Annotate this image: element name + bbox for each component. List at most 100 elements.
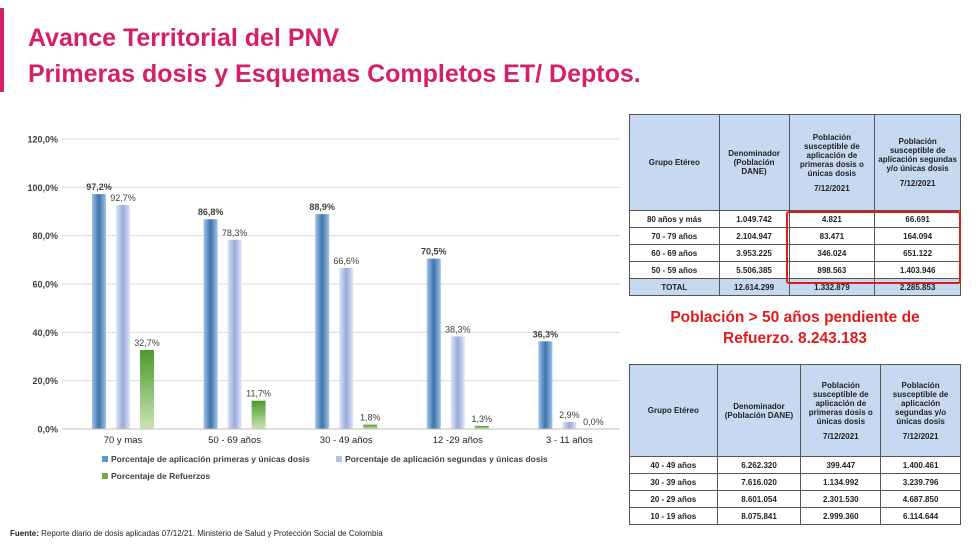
table-cell-value: 4.687.850 [880, 490, 961, 508]
table-population-over-50: Grupo Etéreo Denominador (Población DANE… [629, 114, 961, 296]
table1-header-group: Grupo Etéreo [629, 114, 720, 211]
table-cell-value: 2.301.530 [800, 490, 882, 508]
x-tick-label: 12 -29 años [433, 435, 483, 446]
table-cell-value: 6.114.644 [880, 507, 961, 525]
data-label: 92,7% [110, 193, 136, 203]
table-cell-value: 399.447 [800, 456, 882, 474]
table-row: 30 - 39 años 7.616.020 1.134.992 3.239.796 [629, 473, 961, 491]
legend-label: Porcentaje de aplicación primeras y únic… [111, 454, 310, 464]
table-cell-group: 40 - 49 años [629, 456, 718, 474]
table-row: 80 años y más 1.049.742 4.821 66.691 [629, 210, 961, 228]
table-cell-value: 6.262.320 [716, 456, 802, 474]
table-cell-value: 3.953.225 [718, 244, 790, 262]
table-row: 40 - 49 años 6.262.320 399.447 1.400.461 [629, 456, 961, 474]
table-cell-value: 8.075.841 [716, 507, 802, 525]
table-cell-group: 10 - 19 años [629, 507, 718, 525]
table1-header-denominator: Denominador (Población DANE) [718, 114, 790, 211]
data-label: 38,3% [445, 324, 471, 334]
booster-callout: Población > 50 años pendiente de Refuerz… [630, 307, 960, 349]
table-cell-group: 20 - 29 años [629, 490, 718, 508]
data-label: 36,3% [533, 329, 559, 339]
series-2-bar [227, 239, 242, 429]
table-row: 20 - 29 años 8.601.054 2.301.530 4.687.850 [629, 490, 961, 508]
data-label: 86,8% [198, 207, 224, 217]
data-label: 70,5% [421, 247, 447, 257]
data-label: 78,3% [222, 228, 248, 238]
table-cell-value: 1.400.461 [880, 456, 961, 474]
total-label: TOTAL [629, 278, 720, 296]
table2-header-group: Grupo Etéreo [629, 364, 718, 457]
table-cell-group: 50 - 59 años [629, 261, 720, 279]
data-label: 11,7% [246, 389, 271, 399]
table-cell-value: 1.049.742 [718, 210, 790, 228]
series-1-bar [92, 194, 106, 429]
data-label: 2,9% [559, 410, 580, 420]
table-row: 50 - 59 años 5.506.385 898.563 1.403.946 [629, 261, 961, 279]
page-subtitle: Primeras dosis y Esquemas Completos ET/ … [28, 60, 641, 88]
callout-line-1: Población > 50 años pendiente de [670, 309, 920, 326]
y-tick-label: 80,0% [32, 231, 58, 241]
table-row: 10 - 19 años 8.075.841 2.999.360 6.114.644 [629, 507, 961, 525]
table-cell-value: 3.239.796 [880, 473, 961, 491]
callout-line-2: Refuerzo. 8.243.183 [723, 330, 867, 347]
table1-header-first-doses: Población susceptible de aplicación de p… [788, 114, 876, 211]
series-2-bar [562, 421, 577, 429]
data-label: 32,7% [134, 338, 160, 348]
y-tick-label: 60,0% [32, 280, 58, 290]
x-tick-label: 3 - 11 años [546, 435, 593, 446]
y-tick-label: 120,0% [27, 135, 58, 145]
x-tick-label: 30 - 49 años [320, 435, 373, 446]
series-1-bar [315, 214, 330, 429]
legend-swatch [102, 456, 108, 462]
legend-label: Porcentaje de Refuerzos [111, 471, 210, 481]
series-3-bar [140, 349, 154, 429]
series-1-bar [203, 219, 218, 429]
total-value: 12.614.299 [718, 278, 790, 296]
series-3-bar [251, 400, 266, 429]
table-row: 60 - 69 años 3.953.225 346.024 651.122 [629, 244, 961, 262]
table2-header-denominator: Denominador (Población DANE) [716, 364, 802, 457]
y-tick-label: 20,0% [32, 376, 58, 386]
legend-swatch [102, 473, 108, 479]
y-tick-label: 100,0% [27, 183, 58, 193]
table-cell-value: 7.616.020 [716, 473, 802, 491]
series-1-bar [538, 341, 553, 429]
table2-header-second-doses: Población susceptible de aplicación segu… [880, 364, 961, 457]
table-cell-group: 30 - 39 años [629, 473, 718, 491]
table-cell-value: 2.999.360 [800, 507, 882, 525]
x-tick-label: 70 y mas [104, 435, 143, 446]
series-3-bar [363, 424, 378, 429]
series-2-bar [339, 268, 354, 429]
legend-swatch [336, 456, 342, 462]
series-2-bar [116, 204, 130, 429]
accent-bar [0, 8, 4, 92]
table-row: 70 - 79 años 2.104.947 83.471 164.094 [629, 227, 961, 245]
table2-header-first-doses: Población susceptible de aplicación de p… [800, 364, 882, 457]
table-population-under-50: Grupo Etéreo Denominador (Población DANE… [629, 364, 961, 525]
data-label: 66,6% [333, 256, 359, 266]
x-tick-label: 50 - 69 años [208, 435, 261, 446]
legend-label: Porcentaje de aplicación segundas y únic… [345, 454, 548, 464]
table-cell-group: 80 años y más [629, 210, 720, 228]
table-cell-value: 5.506.385 [718, 261, 790, 279]
bar-chart: 0,0% 20,0% 40,0% 60,0% 80,0% 100,0% 120,0% 97,… [27, 135, 620, 481]
source-footer: Fuente: Reporte diario de dosis aplicada… [10, 529, 383, 538]
y-tick-label: 40,0% [32, 328, 58, 338]
y-tick-label: 0,0% [37, 425, 58, 435]
data-label: 1,3% [472, 414, 493, 424]
table-cell-value: 8.601.054 [716, 490, 802, 508]
data-label: 1,8% [360, 413, 381, 423]
series-3-bar [474, 425, 489, 429]
data-label: 97,2% [86, 182, 112, 192]
table-cell-value: 1.134.992 [800, 473, 882, 491]
highlight-box [786, 211, 961, 284]
table-cell-group: 70 - 79 años [629, 227, 720, 245]
data-label: 88,9% [309, 202, 335, 212]
table-cell-group: 60 - 69 años [629, 244, 720, 262]
series-1-bar [426, 258, 441, 429]
table-cell-value: 2.104.947 [718, 227, 790, 245]
table1-header-second-doses: Población susceptible de aplicación segu… [874, 114, 961, 211]
data-label: 0,0% [583, 417, 604, 427]
series-2-bar [450, 336, 465, 429]
page-title: Avance Territorial del PNV [28, 24, 340, 52]
